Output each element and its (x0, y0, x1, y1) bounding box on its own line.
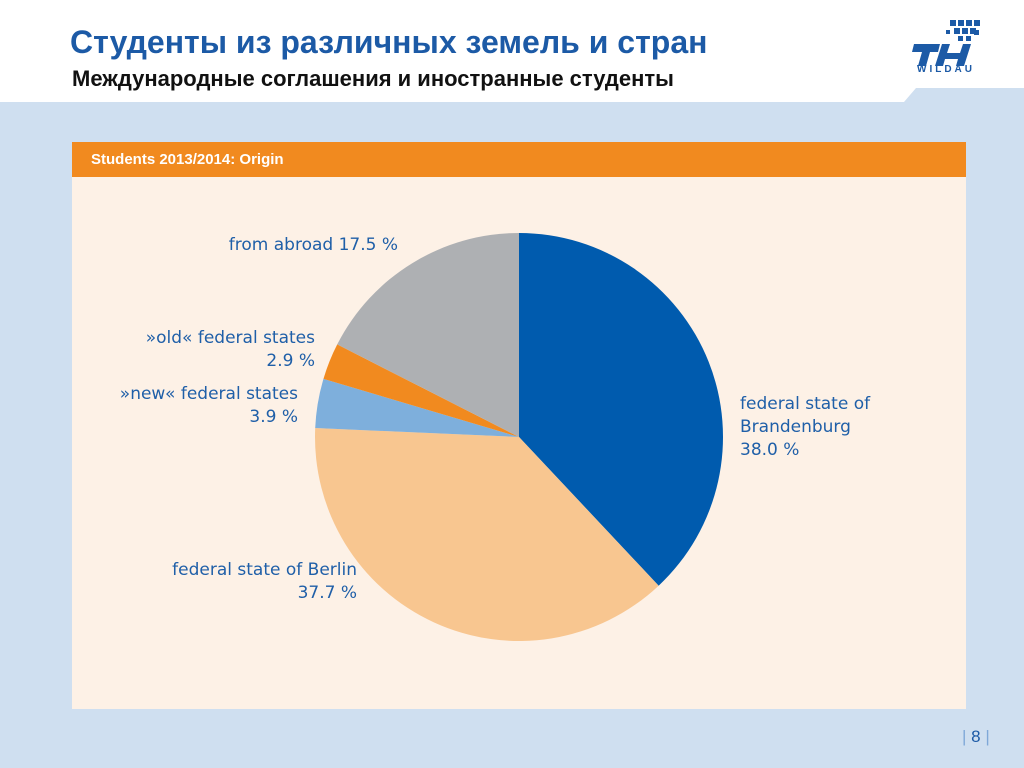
pie-slice-2 (315, 378, 519, 437)
slice-label-line: federal state of (740, 394, 871, 414)
slice-label-1: federal state of Berlin 37.7 % (172, 560, 357, 603)
slice-label-line: federal state of Berlin (172, 560, 357, 580)
slide-subtitle: Международные соглашения и иностранные с… (72, 66, 674, 91)
slice-label-4: from abroad 17.5 % (229, 235, 398, 255)
slice-label-line: »old« federal states (146, 328, 315, 348)
page-divider-left: | (962, 727, 972, 746)
pie-slice-1 (315, 428, 659, 642)
pie-slice-4 (337, 233, 519, 437)
slice-label-line: Brandenburg (740, 417, 851, 437)
slice-label-line: »new« federal states (120, 384, 298, 404)
chart-panel-header: Students 2013/2014: Origin (72, 142, 966, 177)
slice-label-line: 37.7 % (298, 583, 357, 603)
pie-slice-0 (519, 233, 724, 586)
slice-label-0: federal state of Brandenburg 38.0 % (740, 394, 871, 460)
slice-label-2: »new« federal states 3.9 % (120, 384, 298, 427)
page-number-value: 8 (971, 727, 981, 746)
slice-label-line: from abroad 17.5 % (229, 235, 398, 255)
page-divider-right: | (980, 727, 990, 746)
slide-title: Студенты из различных земель и стран (70, 24, 708, 60)
page-number: | 8 | (962, 727, 990, 747)
th-wildau-logo (912, 20, 980, 66)
slice-label-line: 2.9 % (266, 351, 315, 371)
header-notch (904, 88, 1024, 102)
logo-text: WILDAU (917, 64, 975, 75)
slice-label-line: 38.0 % (740, 440, 799, 460)
chart-title: Students 2013/2014: Origin (91, 151, 284, 168)
slice-label-3: »old« federal states 2.9 % (146, 328, 315, 371)
slice-label-line: 3.9 % (249, 407, 298, 427)
slide-header: Студенты из различных земель и стран Меж… (0, 0, 1024, 102)
pie-slice-3 (323, 344, 519, 437)
